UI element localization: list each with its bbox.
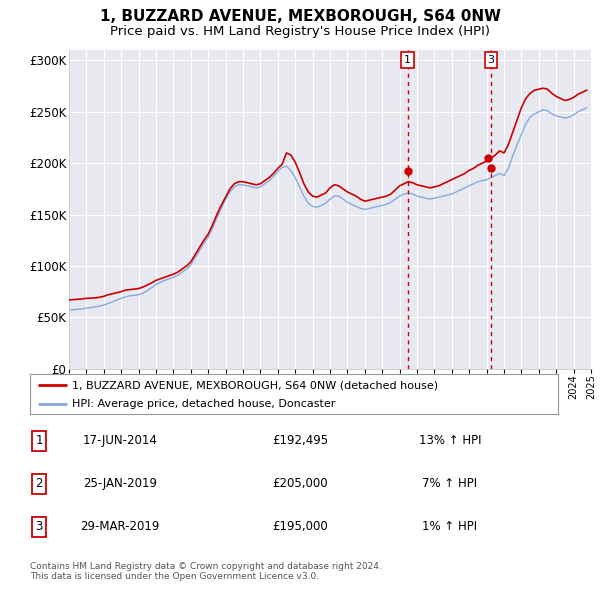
Text: £192,495: £192,495 (272, 434, 328, 447)
Text: 1, BUZZARD AVENUE, MEXBOROUGH, S64 0NW: 1, BUZZARD AVENUE, MEXBOROUGH, S64 0NW (100, 9, 500, 24)
Text: 2: 2 (35, 477, 43, 490)
Text: 1: 1 (35, 434, 43, 447)
Text: 17-JUN-2014: 17-JUN-2014 (83, 434, 157, 447)
Text: HPI: Average price, detached house, Doncaster: HPI: Average price, detached house, Donc… (72, 399, 335, 409)
Text: 29-MAR-2019: 29-MAR-2019 (80, 520, 160, 533)
Text: 25-JAN-2019: 25-JAN-2019 (83, 477, 157, 490)
Text: 13% ↑ HPI: 13% ↑ HPI (419, 434, 481, 447)
Text: This data is licensed under the Open Government Licence v3.0.: This data is licensed under the Open Gov… (30, 572, 319, 581)
Text: 7% ↑ HPI: 7% ↑ HPI (422, 477, 478, 490)
Text: 3: 3 (35, 520, 43, 533)
Text: 1, BUZZARD AVENUE, MEXBOROUGH, S64 0NW (detached house): 1, BUZZARD AVENUE, MEXBOROUGH, S64 0NW (… (72, 381, 439, 391)
Text: Contains HM Land Registry data © Crown copyright and database right 2024.: Contains HM Land Registry data © Crown c… (30, 562, 382, 571)
Text: Price paid vs. HM Land Registry's House Price Index (HPI): Price paid vs. HM Land Registry's House … (110, 25, 490, 38)
Text: 3: 3 (487, 55, 494, 65)
Text: £205,000: £205,000 (272, 477, 328, 490)
Text: 1: 1 (404, 55, 411, 65)
Text: 1% ↑ HPI: 1% ↑ HPI (422, 520, 478, 533)
Text: £195,000: £195,000 (272, 520, 328, 533)
